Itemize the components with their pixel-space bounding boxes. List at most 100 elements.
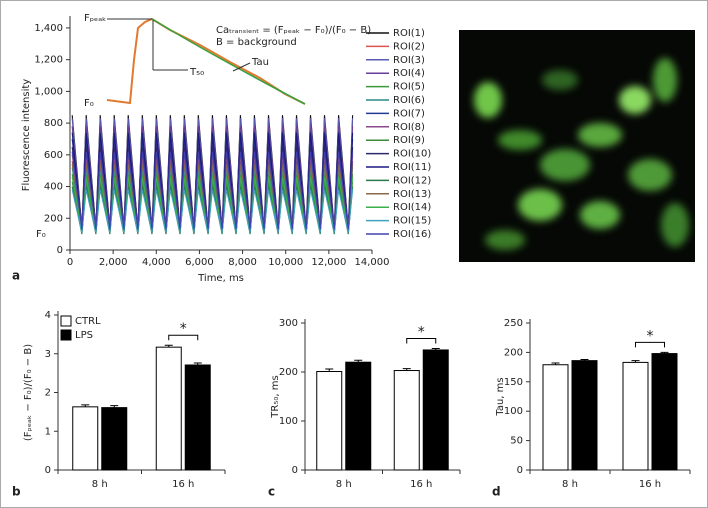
legend-label: ROI(13) bbox=[393, 189, 431, 200]
panel-label: b bbox=[12, 485, 21, 499]
y-tick-label: 100 bbox=[504, 406, 523, 417]
line-series bbox=[71, 189, 354, 233]
t50-label: T₅₀ bbox=[189, 67, 204, 78]
significance-label: * bbox=[418, 324, 425, 340]
x-tick-label: 16 h bbox=[172, 479, 194, 490]
significance-bracket bbox=[406, 337, 437, 344]
error-bar bbox=[631, 360, 640, 363]
panel-label: c bbox=[268, 485, 275, 499]
error-bar bbox=[110, 405, 119, 408]
legend-label: ROI(10) bbox=[393, 149, 431, 160]
legend-label: ROI(1) bbox=[393, 28, 425, 39]
y-tick-label: 0 bbox=[57, 245, 63, 256]
bar bbox=[422, 349, 449, 471]
error-bar bbox=[164, 344, 173, 348]
legend-swatch bbox=[60, 329, 72, 341]
bar bbox=[571, 360, 598, 471]
significance-bracket bbox=[635, 341, 665, 348]
line-series bbox=[71, 151, 354, 230]
y-tick-label: 4 bbox=[45, 310, 51, 321]
legend-label: ROI(2) bbox=[393, 41, 425, 52]
error-bar bbox=[325, 368, 334, 372]
error-bar bbox=[431, 347, 440, 350]
y-tick-label: 200 bbox=[44, 213, 63, 224]
x-tick-label: 4,000 bbox=[142, 257, 171, 268]
inset: Fₚₑₐₖ F₀ Caₜᵣₐₙₛᵢₑₙₜ = (Fₚₑₐₖ − F₀)/(F₀ … bbox=[84, 13, 371, 109]
micrograph bbox=[459, 30, 695, 262]
legend-label: ROI(12) bbox=[393, 175, 431, 186]
f0-label: F₀ bbox=[84, 98, 94, 109]
y-tick-label: 0 bbox=[517, 465, 523, 476]
panel-label: d bbox=[492, 485, 501, 499]
fpeak-label: Fₚₑₐₖ bbox=[84, 13, 106, 24]
x-tick-label: 8,000 bbox=[228, 257, 257, 268]
x-tick-label: 0 bbox=[67, 257, 73, 268]
y-tick-label: 1,400 bbox=[34, 23, 63, 34]
error-bar bbox=[193, 362, 202, 365]
y-tick-label: 1,000 bbox=[34, 86, 63, 97]
bar bbox=[101, 407, 128, 471]
x-tick-label: 8 h bbox=[92, 479, 108, 490]
legend-label: ROI(14) bbox=[393, 202, 431, 213]
tau-label: Tau bbox=[251, 57, 269, 68]
legend-label: CTRL bbox=[75, 316, 101, 327]
y-tick-label: 1 bbox=[45, 426, 51, 437]
y-tick-label: 2 bbox=[45, 388, 51, 399]
y-tick-label: 600 bbox=[44, 150, 63, 161]
legend-label: ROI(7) bbox=[393, 108, 425, 119]
x-tick-label: 16 h bbox=[410, 479, 432, 490]
error-bar bbox=[660, 351, 669, 354]
error-bar bbox=[402, 368, 411, 371]
formula: Caₜᵣₐₙₛᵢₑₙₜ = (Fₚₑₐₖ − F₀)/(F₀ − B) bbox=[216, 25, 371, 36]
y-tick-label: 150 bbox=[504, 377, 523, 388]
bar bbox=[345, 361, 372, 471]
legend-label: ROI(8) bbox=[393, 122, 425, 133]
significance-label: * bbox=[180, 321, 187, 337]
legend-label: LPS bbox=[75, 330, 93, 341]
x-tick-label: 12,000 bbox=[311, 257, 346, 268]
bar bbox=[542, 364, 569, 471]
y-tick-label: 250 bbox=[504, 318, 523, 329]
error-bar bbox=[81, 404, 90, 407]
legend-label: ROI(16) bbox=[393, 229, 431, 240]
bar bbox=[184, 364, 211, 471]
x-tick-label: 8 h bbox=[336, 479, 352, 490]
legend-label: ROI(11) bbox=[393, 162, 431, 173]
x-tick-label: 16 h bbox=[639, 479, 661, 490]
legend-label: ROI(15) bbox=[393, 216, 431, 227]
panel-label: a bbox=[12, 269, 20, 283]
legend-label: ROI(3) bbox=[393, 55, 425, 66]
error-bar bbox=[354, 359, 363, 363]
bar bbox=[651, 353, 678, 471]
x-axis-label: Time, ms bbox=[197, 273, 244, 284]
error-bar bbox=[580, 358, 589, 361]
error-bar bbox=[551, 362, 560, 365]
legend-label: ROI(9) bbox=[393, 135, 425, 146]
legend-label: ROI(5) bbox=[393, 82, 425, 93]
y-axis-label: (Fₚₑₐₖ − F₀)/(F₀ − B) bbox=[23, 344, 34, 441]
y-tick-label: 200 bbox=[504, 347, 523, 358]
y-tick-label: 100 bbox=[279, 416, 298, 427]
bar bbox=[316, 371, 343, 471]
y-tick-label: 200 bbox=[279, 367, 298, 378]
bar bbox=[155, 346, 182, 471]
x-tick-label: 14,000 bbox=[355, 257, 390, 268]
y-axis-label: Fluorescence intensity bbox=[21, 79, 32, 191]
y-tick-label: 50 bbox=[510, 436, 523, 447]
y-tick-label: 400 bbox=[44, 182, 63, 193]
y-marker: F₀ bbox=[36, 229, 46, 240]
y-tick-label: 300 bbox=[279, 318, 298, 329]
y-tick-label: 1,200 bbox=[34, 55, 63, 66]
y-axis-label: Tau, ms bbox=[495, 377, 506, 416]
legend-swatch bbox=[60, 315, 72, 327]
legend-label: ROI(4) bbox=[393, 68, 425, 79]
y-tick-label: 0 bbox=[292, 465, 298, 476]
x-tick-label: 6,000 bbox=[185, 257, 214, 268]
bar bbox=[393, 370, 420, 471]
significance-label: * bbox=[647, 328, 654, 344]
y-axis-label: TR₅₀, ms bbox=[270, 375, 281, 418]
x-tick-label: 10,000 bbox=[268, 257, 303, 268]
x-tick-label: 8 h bbox=[562, 479, 578, 490]
bar bbox=[622, 361, 649, 471]
